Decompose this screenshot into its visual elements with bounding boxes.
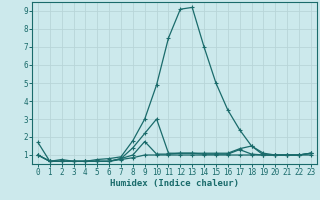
X-axis label: Humidex (Indice chaleur): Humidex (Indice chaleur) bbox=[110, 179, 239, 188]
